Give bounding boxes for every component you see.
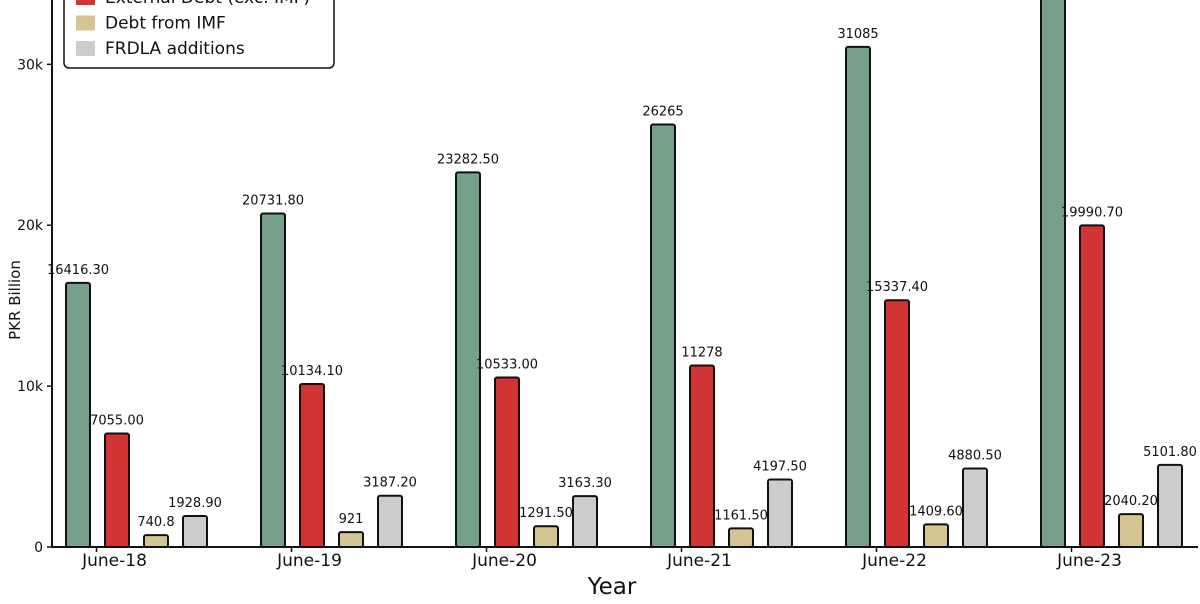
bar <box>923 523 949 548</box>
legend-swatch <box>76 41 95 56</box>
bar-data-label: 1409.60 <box>909 504 963 519</box>
bar-data-label: 26265 <box>642 104 683 119</box>
bars-group <box>65 0 1183 549</box>
bar <box>650 123 676 548</box>
y-tick-label: 20k <box>17 218 44 234</box>
bar-data-label: 10533.00 <box>476 358 538 373</box>
bar-data-label: 19990.70 <box>1061 205 1123 220</box>
bar <box>728 527 754 549</box>
legend-label: External Debt (exc. IMF) <box>105 0 310 8</box>
legend-swatch <box>76 0 95 5</box>
bar <box>299 382 325 548</box>
bar <box>1118 513 1144 548</box>
x-tick-label: June-18 <box>81 551 147 571</box>
bar-data-label: 5101.80 <box>1143 445 1197 460</box>
bar <box>884 299 910 548</box>
bar <box>65 281 91 548</box>
bar-data-label: 11278 <box>681 346 722 361</box>
bar <box>1079 224 1105 548</box>
y-axis-title: PKR Billion <box>6 260 24 340</box>
bar-data-label: 1928.90 <box>168 496 222 511</box>
bar-data-label: 23282.50 <box>437 152 499 167</box>
bar <box>1157 463 1183 549</box>
bar-data-label: 4197.50 <box>753 459 807 474</box>
legend-swatch <box>76 15 95 31</box>
bar-data-label: 4880.50 <box>948 448 1002 463</box>
y-tick-label: 10k <box>17 379 44 395</box>
bar <box>767 478 793 548</box>
x-tick-label: June-21 <box>666 551 732 571</box>
bar-data-label: 7055.00 <box>90 413 144 428</box>
bar <box>572 495 598 549</box>
data-labels-group: 16416.30 7055.00 740.8 1928.90 20731.80 10134… <box>47 27 1197 530</box>
bar <box>533 525 559 549</box>
legend-box <box>63 0 335 69</box>
legend-label: Debt from IMF <box>105 14 226 34</box>
legend: External Debt (exc. IMF) Debt from IMF FRD… <box>63 0 335 69</box>
x-tick-label: June-20 <box>471 551 537 571</box>
bar-data-label: 921 <box>339 512 364 527</box>
bar-data-label: 31085 <box>837 27 878 42</box>
x-tick-label: June-23 <box>1056 551 1122 571</box>
y-tick-label: 30k <box>17 57 44 73</box>
bar <box>260 212 286 549</box>
bar-data-label: 740.8 <box>137 515 174 530</box>
bar <box>338 531 364 549</box>
bar <box>689 364 715 548</box>
bar <box>845 45 871 548</box>
bar-data-label: 2040.20 <box>1104 494 1158 509</box>
y-tick-label: 0 <box>34 540 43 556</box>
bar-data-label: 3187.20 <box>363 476 417 491</box>
bar-data-label: 1291.50 <box>519 506 573 521</box>
bar <box>962 467 988 548</box>
bar <box>494 376 520 548</box>
bar <box>104 432 130 548</box>
bar <box>455 171 481 548</box>
x-tick-label: June-19 <box>276 551 342 571</box>
x-axis-title: Year <box>587 574 637 600</box>
bar-data-label: 15337.40 <box>866 280 928 295</box>
bar-data-label: 10134.10 <box>281 364 343 379</box>
legend-label: FRDLA additions <box>105 39 245 59</box>
bar-data-label: 1161.50 <box>714 508 768 523</box>
bar <box>182 514 208 549</box>
bar <box>1040 0 1066 548</box>
x-tick-label: June-22 <box>861 551 927 571</box>
bar-data-label: 16416.30 <box>47 263 109 278</box>
bar-data-label: 20731.80 <box>242 193 304 208</box>
axes-group: 0 10k 20k 30k June-18 June-19 June-20 June-21 Ju… <box>17 0 1198 571</box>
bar-data-label: 3163.30 <box>558 476 612 491</box>
bar <box>143 534 169 549</box>
bar <box>377 494 403 548</box>
